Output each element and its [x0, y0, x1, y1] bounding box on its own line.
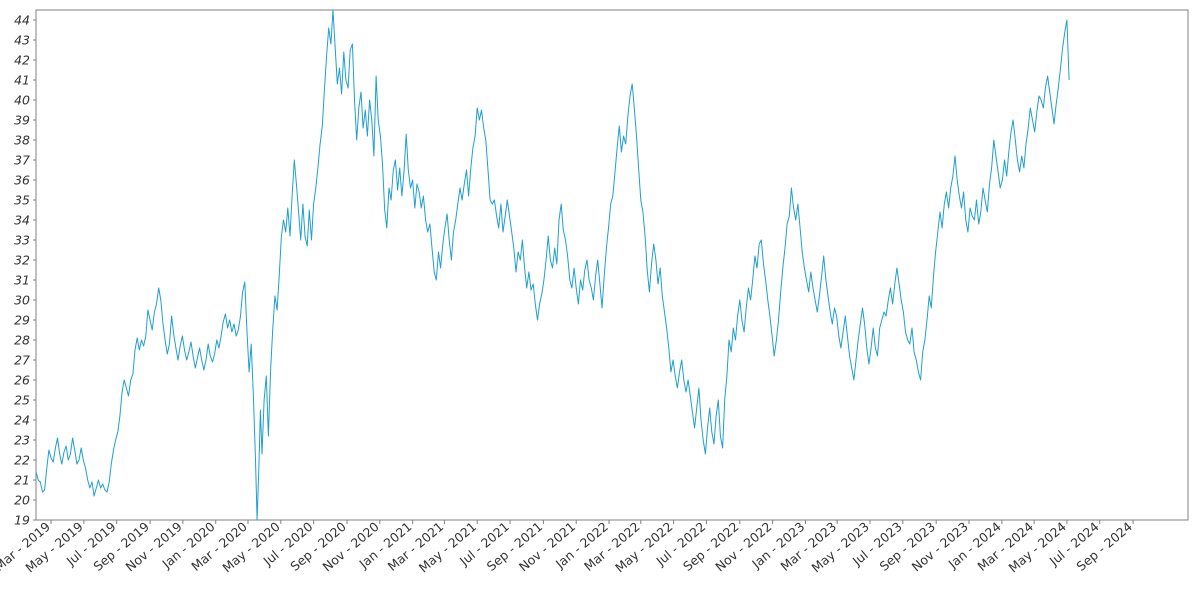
y-tick-label: 42	[14, 53, 30, 68]
series-layer	[35, 9, 1070, 521]
y-tick-label: 31	[14, 273, 30, 288]
plot-area	[35, 9, 1189, 521]
plot-frame	[35, 9, 1189, 521]
y-tick-label: 29	[14, 313, 30, 328]
y-tick-label: 20	[14, 493, 30, 508]
y-tick-label: 23	[14, 433, 30, 448]
y-tick-label: 40	[14, 93, 30, 108]
y-axis: 19 20 21 22 23 24 25 26 27 28 29 30 31 32 33 34 35 36 37 38…	[14, 13, 36, 528]
y-tick-label: 34	[14, 213, 30, 228]
y-tick-label: 35	[14, 193, 30, 208]
y-tick-label: 37	[14, 153, 30, 168]
y-tick-label: 25	[14, 393, 30, 408]
y-tick-label: 43	[14, 33, 30, 48]
y-tick-label: 44	[14, 13, 30, 28]
y-tick-label: 26	[14, 373, 30, 388]
series-line-1	[35, 9, 1070, 521]
y-tick-label: 32	[14, 253, 30, 268]
y-tick-label: 38	[14, 133, 30, 148]
y-tick-label: 19	[14, 513, 30, 528]
y-tick-label: 27	[14, 353, 30, 368]
y-tick-label: 22	[14, 453, 30, 468]
y-tick-label: 21	[14, 473, 30, 488]
y-tick-label: 24	[14, 413, 30, 428]
y-tick-label: 33	[14, 233, 30, 248]
y-tick-label: 36	[14, 173, 30, 188]
y-tick-label: 41	[14, 73, 30, 88]
y-tick-label: 28	[14, 333, 30, 348]
y-tick-label: 39	[14, 113, 30, 128]
y-tick-label: 30	[14, 293, 30, 308]
